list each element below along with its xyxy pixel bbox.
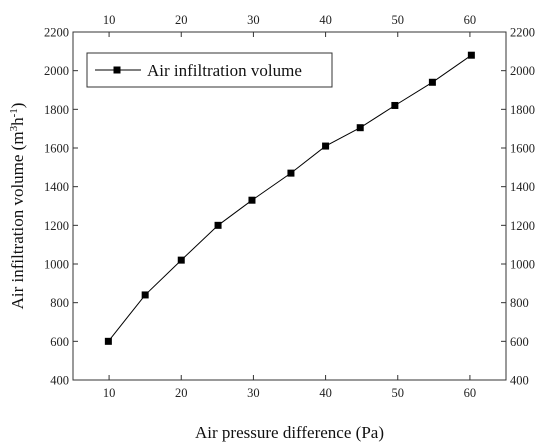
legend-label: Air infiltration volume bbox=[147, 61, 302, 80]
y-axis-title: Air infiltration volume (m3h-1) bbox=[8, 103, 27, 310]
x-tick-label-bottom: 60 bbox=[464, 386, 477, 400]
y-tick-label-right: 1200 bbox=[510, 219, 535, 233]
y-tick-label-left: 400 bbox=[50, 374, 69, 388]
data-point-marker bbox=[141, 291, 149, 299]
y-tick-label-left: 1000 bbox=[44, 258, 69, 272]
data-point-marker bbox=[356, 124, 364, 132]
ticks-layer: 400 400 600 600 800 800 1000 1000 1200 1200 1400 14… bbox=[44, 13, 535, 400]
y-tick-label-left: 2000 bbox=[44, 64, 69, 78]
y-axis-title-part: Air infiltration volume (m bbox=[8, 131, 27, 309]
y-tick-label-right: 1400 bbox=[510, 180, 535, 194]
y-axis-title-part: ) bbox=[8, 103, 27, 109]
plot-frame bbox=[72, 31, 507, 381]
y-tick-label-right: 1800 bbox=[510, 103, 535, 117]
y-tick-label-right: 1000 bbox=[510, 258, 535, 272]
x-tick-label-top: 60 bbox=[464, 13, 477, 27]
data-point-marker bbox=[177, 256, 185, 264]
y-tick-label-left: 800 bbox=[50, 296, 69, 310]
x-tick-label-bottom: 10 bbox=[103, 386, 116, 400]
legend: Air infiltration volume bbox=[86, 52, 333, 88]
y-tick-label-right: 2000 bbox=[510, 64, 535, 78]
y-tick-label-right: 1600 bbox=[510, 142, 535, 156]
series-line bbox=[108, 54, 472, 342]
legend-marker-icon bbox=[113, 66, 121, 74]
x-tick-label-bottom: 30 bbox=[247, 386, 260, 400]
y-tick-label-right: 600 bbox=[510, 335, 529, 349]
y-tick-label-left: 600 bbox=[50, 335, 69, 349]
x-tick-label-bottom: 20 bbox=[175, 386, 188, 400]
y-axis-title-superscript: 3 bbox=[8, 125, 20, 131]
data-point-marker bbox=[391, 101, 399, 109]
data-point-marker bbox=[214, 221, 222, 229]
x-tick-label-top: 50 bbox=[392, 13, 405, 27]
y-tick-label-left: 2200 bbox=[44, 26, 69, 40]
y-tick-label-right: 2200 bbox=[510, 26, 535, 40]
data-point-marker bbox=[287, 169, 295, 177]
x-tick-label-top: 10 bbox=[103, 13, 116, 27]
data-point-marker bbox=[104, 337, 112, 345]
x-tick-label-bottom: 50 bbox=[392, 386, 405, 400]
data-point-marker bbox=[248, 196, 256, 204]
x-tick-label-top: 40 bbox=[319, 13, 332, 27]
x-tick-label-bottom: 40 bbox=[319, 386, 332, 400]
x-tick-label-top: 20 bbox=[175, 13, 188, 27]
y-axis-title-part: h bbox=[8, 117, 27, 126]
y-axis-title-superscript: -1 bbox=[8, 108, 20, 117]
y-tick-label-right: 800 bbox=[510, 296, 529, 310]
y-tick-label-right: 400 bbox=[510, 374, 529, 388]
x-tick-label-top: 30 bbox=[247, 13, 260, 27]
y-tick-label-left: 1600 bbox=[44, 142, 69, 156]
y-tick-label-left: 1400 bbox=[44, 180, 69, 194]
series-layer bbox=[104, 51, 475, 345]
data-point-marker bbox=[467, 51, 475, 59]
y-tick-label-left: 1800 bbox=[44, 103, 69, 117]
data-point-marker bbox=[322, 142, 330, 150]
y-tick-label-left: 1200 bbox=[44, 219, 69, 233]
data-point-marker bbox=[428, 78, 436, 86]
x-axis-title: Air pressure difference (Pa) bbox=[195, 423, 384, 442]
